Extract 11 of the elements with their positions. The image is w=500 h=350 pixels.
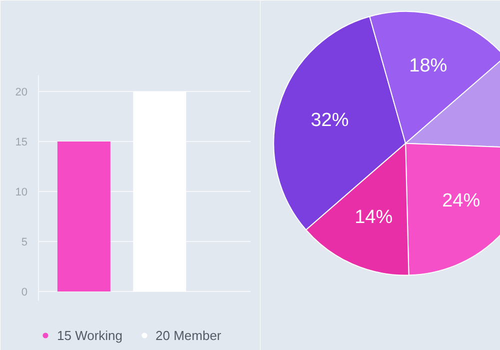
y-tick-label: 5 bbox=[21, 236, 28, 248]
y-tick-label: 20 bbox=[15, 86, 28, 98]
data-label: 18% bbox=[409, 55, 448, 76]
legend-label: 20 Member bbox=[156, 328, 222, 342]
y-tick-label: 10 bbox=[15, 186, 28, 198]
y-tick-label: 0 bbox=[21, 286, 28, 298]
y-tick-label: 15 bbox=[15, 136, 28, 148]
data-label: 24% bbox=[442, 190, 480, 212]
data-label: 32% bbox=[310, 110, 349, 131]
legend-label: 15 Working bbox=[57, 328, 123, 342]
data-label: 14% bbox=[354, 206, 393, 228]
